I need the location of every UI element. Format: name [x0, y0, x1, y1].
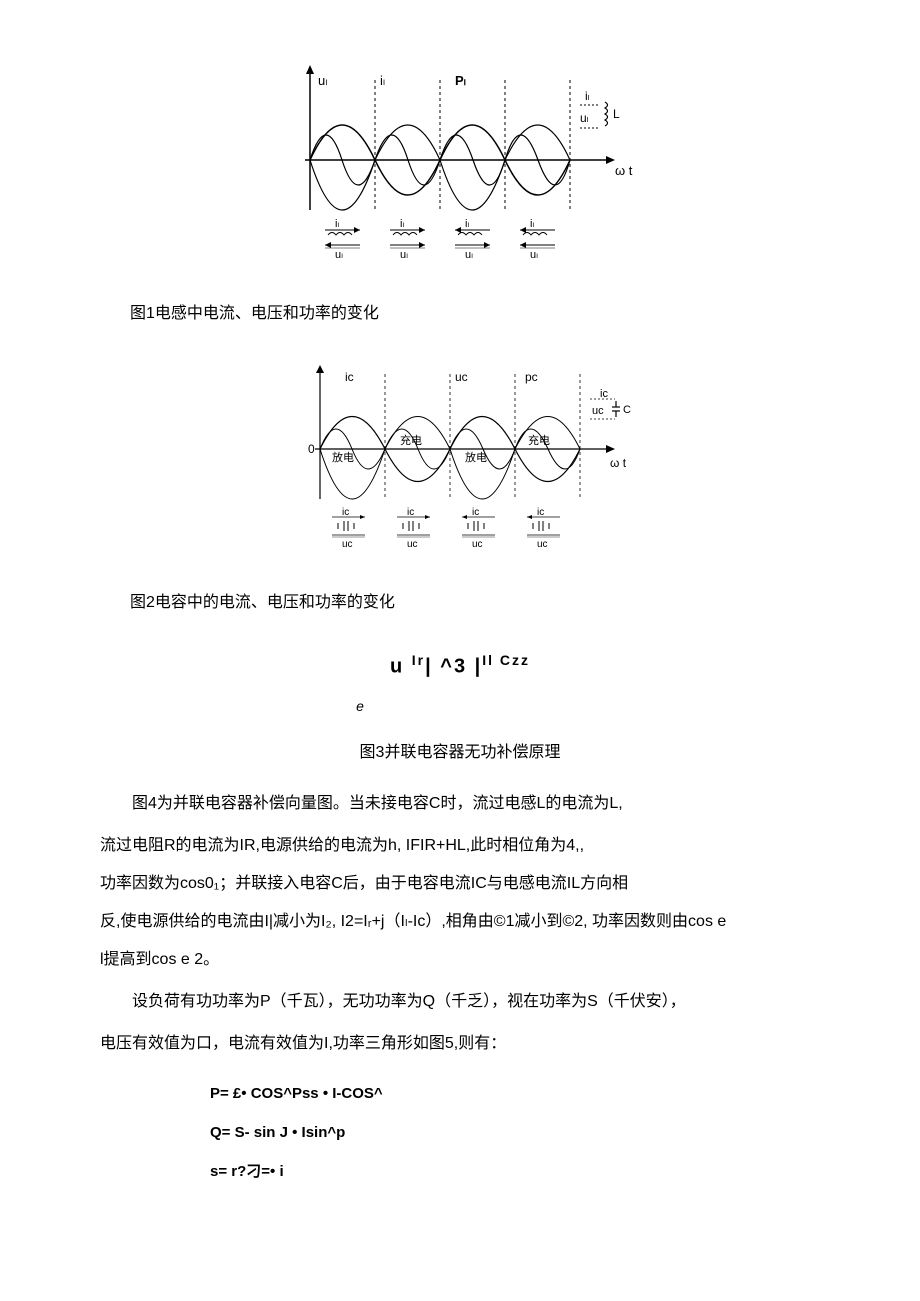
figure-1-svg: uₗ iₗ Pₗ ω t iₗ uₗ L iₗ uₗ iₗ [280, 60, 640, 280]
paragraph-1-line-4: 反,使电源供给的电流由I|减小为I₂, I2=Iᵣ+j（Iₗ-Ic）,相角由©1… [100, 906, 820, 938]
svg-text:iₗ: iₗ [335, 218, 339, 230]
figure-3-formula: u Ir| ^3 |Il Czz [100, 648, 820, 685]
fig2-cap-i: ic [600, 388, 608, 400]
svg-text:uₗ: uₗ [400, 249, 408, 261]
fig2-u-label: uc [455, 370, 468, 384]
svg-text:uc: uc [342, 539, 353, 550]
paragraph-1-line-3: 功率因数为cos0₁；并联接入电容C后，由于电容电流IC与电感电流IL方向相 [100, 868, 820, 900]
svg-text:iₗ: iₗ [530, 218, 534, 230]
fig1-u-label: uₗ [318, 73, 327, 88]
fig1-ind-u: uₗ [580, 111, 589, 125]
svg-text:uₗ: uₗ [335, 249, 343, 261]
svg-text:iₗ: iₗ [465, 218, 469, 230]
fig2-p-label: pc [525, 370, 538, 384]
equation-P: P= £• COS^Pss • I-COS^ [210, 1080, 820, 1107]
figure-3-caption: 图3并联电容器无功补偿原理 [100, 739, 820, 768]
fig1-i-label: iₗ [380, 73, 385, 88]
equation-Q: Q= S- sin J • Isin^p [210, 1119, 820, 1146]
fig2-origin: 0 [308, 442, 315, 456]
svg-text:ic: ic [472, 507, 479, 518]
fig2-bottom-capacitors: ic uc ic uc [332, 507, 560, 550]
svg-text:uc: uc [407, 539, 418, 550]
figure-2-caption: 图2电容中的电流、电压和功率的变化 [130, 589, 820, 618]
svg-text:uc: uc [537, 539, 548, 550]
svg-text:uₗ: uₗ [465, 249, 473, 261]
svg-text:ic: ic [407, 507, 414, 518]
paragraph-2-line-2: 电压有效值为口，电流有效值为I,功率三角形如图5,则有： [100, 1028, 820, 1060]
svg-text:uc: uc [472, 539, 483, 550]
fig2-x-label: ω t [610, 456, 627, 470]
figure-1-inductor-waveform: uₗ iₗ Pₗ ω t iₗ uₗ L iₗ uₗ iₗ [100, 60, 820, 280]
fig2-discharge-1: 放电 [332, 450, 354, 464]
fig1-ind-i: iₗ [585, 89, 590, 103]
fig2-charge-2: 充电 [528, 433, 550, 447]
svg-text:ic: ic [537, 507, 544, 518]
figure-3-sub-e: e [0, 694, 820, 719]
figure-1-caption: 图1电感中电流、电压和功率的变化 [130, 300, 820, 329]
paragraph-1-line-1: 图4为并联电容器补偿向量图。当未接电容C时，流过电感L的电流为L, [100, 788, 820, 820]
figure-2-capacitor-waveform: ic uc pc 0 ω t 放电 充电 放电 充电 ic uc C ic [100, 359, 820, 569]
svg-text:uₗ: uₗ [530, 249, 538, 261]
fig1-bottom-inductors: iₗ uₗ iₗ uₗ iₗ [325, 218, 555, 261]
fig2-charge-1: 充电 [400, 433, 422, 447]
fig2-cap-u: uc [592, 405, 604, 417]
paragraph-1-line-5: l提高到cos e 2。 [100, 944, 820, 976]
svg-text:ic: ic [342, 507, 349, 518]
fig1-ind-L: L [613, 107, 620, 121]
fig1-x-label: ω t [615, 163, 633, 178]
paragraph-1-line-2: 流过电阻R的电流为IR,电源供给的电流为h, IFIR+HL,此时相位角为4,, [100, 830, 820, 862]
fig2-cap-C: C [623, 404, 631, 416]
equations-block: P= £• COS^Pss • I-COS^ Q= S- sin J • Isi… [210, 1080, 820, 1185]
svg-text:iₗ: iₗ [400, 218, 404, 230]
fig2-discharge-2: 放电 [465, 450, 487, 464]
fig2-i-label: ic [345, 370, 354, 384]
equation-S: s= r?刁=• i [210, 1158, 820, 1185]
paragraph-2-line-1: 设负荷有功功率为P（千瓦），无功功率为Q（千乏），视在功率为S（千伏安）， [100, 986, 820, 1018]
figure-2-svg: ic uc pc 0 ω t 放电 充电 放电 充电 ic uc C ic [270, 359, 650, 569]
fig1-p-label: Pₗ [455, 73, 466, 88]
